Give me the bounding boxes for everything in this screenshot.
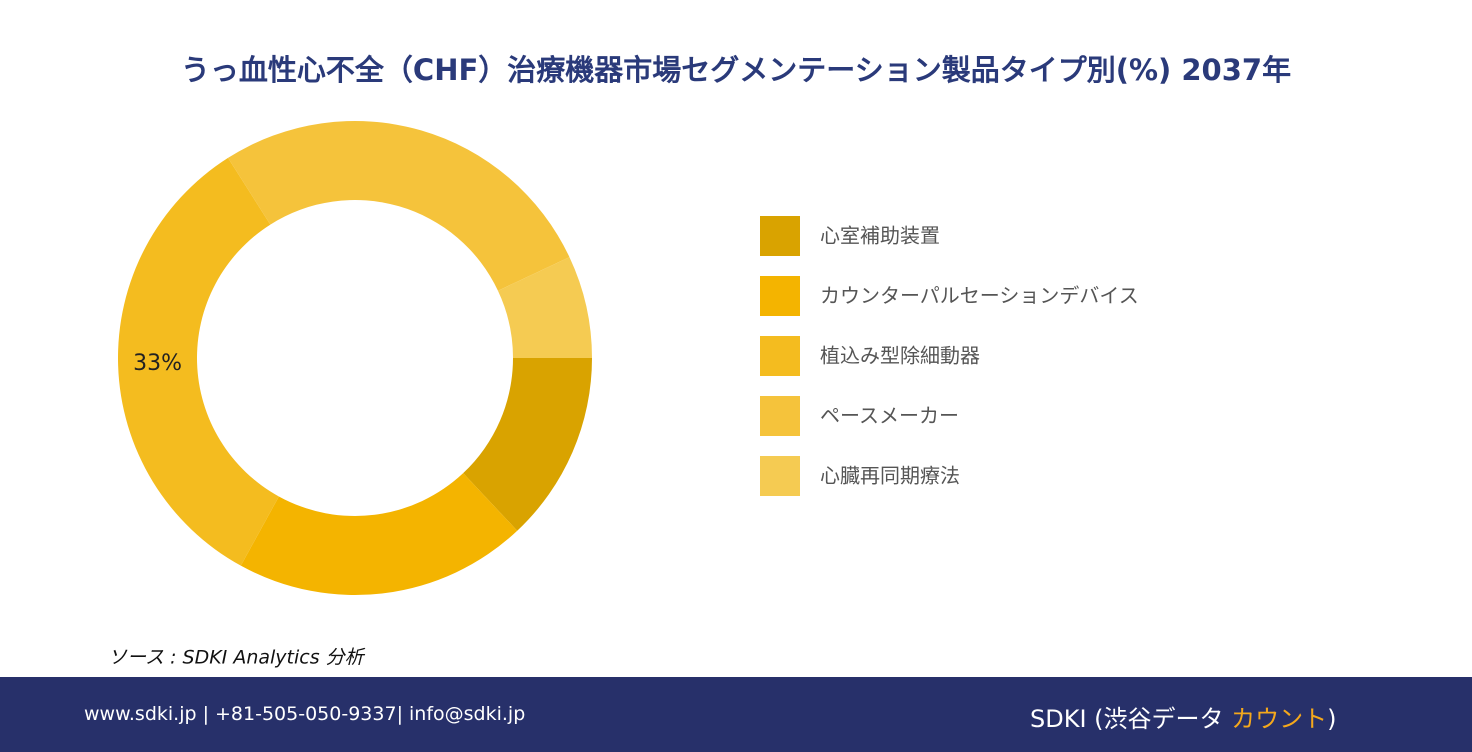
chart: うっ血性心不全（CHF）治療機器市場セグメンテーション製品タイプ別(%) 203… [108,53,1291,669]
legend-swatch [760,456,800,496]
donut-segment [228,120,570,291]
source: ソース : SDKI Analytics 分析 [108,647,366,669]
legend-swatch [760,276,800,316]
logo-text: ) [1327,705,1337,733]
footer: www.sdki.jp | +81-505-050-9337| info@sdk… [0,677,1472,752]
logo-accent: カウント [1231,705,1328,733]
logo-text: SDKI (渋谷データ [1030,705,1232,733]
contact: www.sdki.jp | +81-505-050-9337| info@sdk… [84,703,526,725]
legend-label: 植込み型除細動器 [820,344,980,368]
legend-label: ペースメーカー [820,404,959,428]
value-label: 33% [133,351,182,376]
donut-segment [463,358,592,531]
legend-swatch [760,396,800,436]
legend-label: 心室補助装置 [820,224,940,248]
donut-segment [497,257,592,358]
legend-label: 心臓再同期療法 [820,464,960,488]
donut-segment [240,473,518,595]
donut-segment [118,157,279,566]
legend-swatch [760,336,800,376]
legend-label: カウンターパルセーションデバイス [820,284,1139,308]
legend-swatch [760,216,800,256]
chart-title: うっ血性心不全（CHF）治療機器市場セグメンテーション製品タイプ別(%) 203… [181,53,1291,87]
logo: SDKI (渋谷データ カウント) [1030,699,1337,734]
